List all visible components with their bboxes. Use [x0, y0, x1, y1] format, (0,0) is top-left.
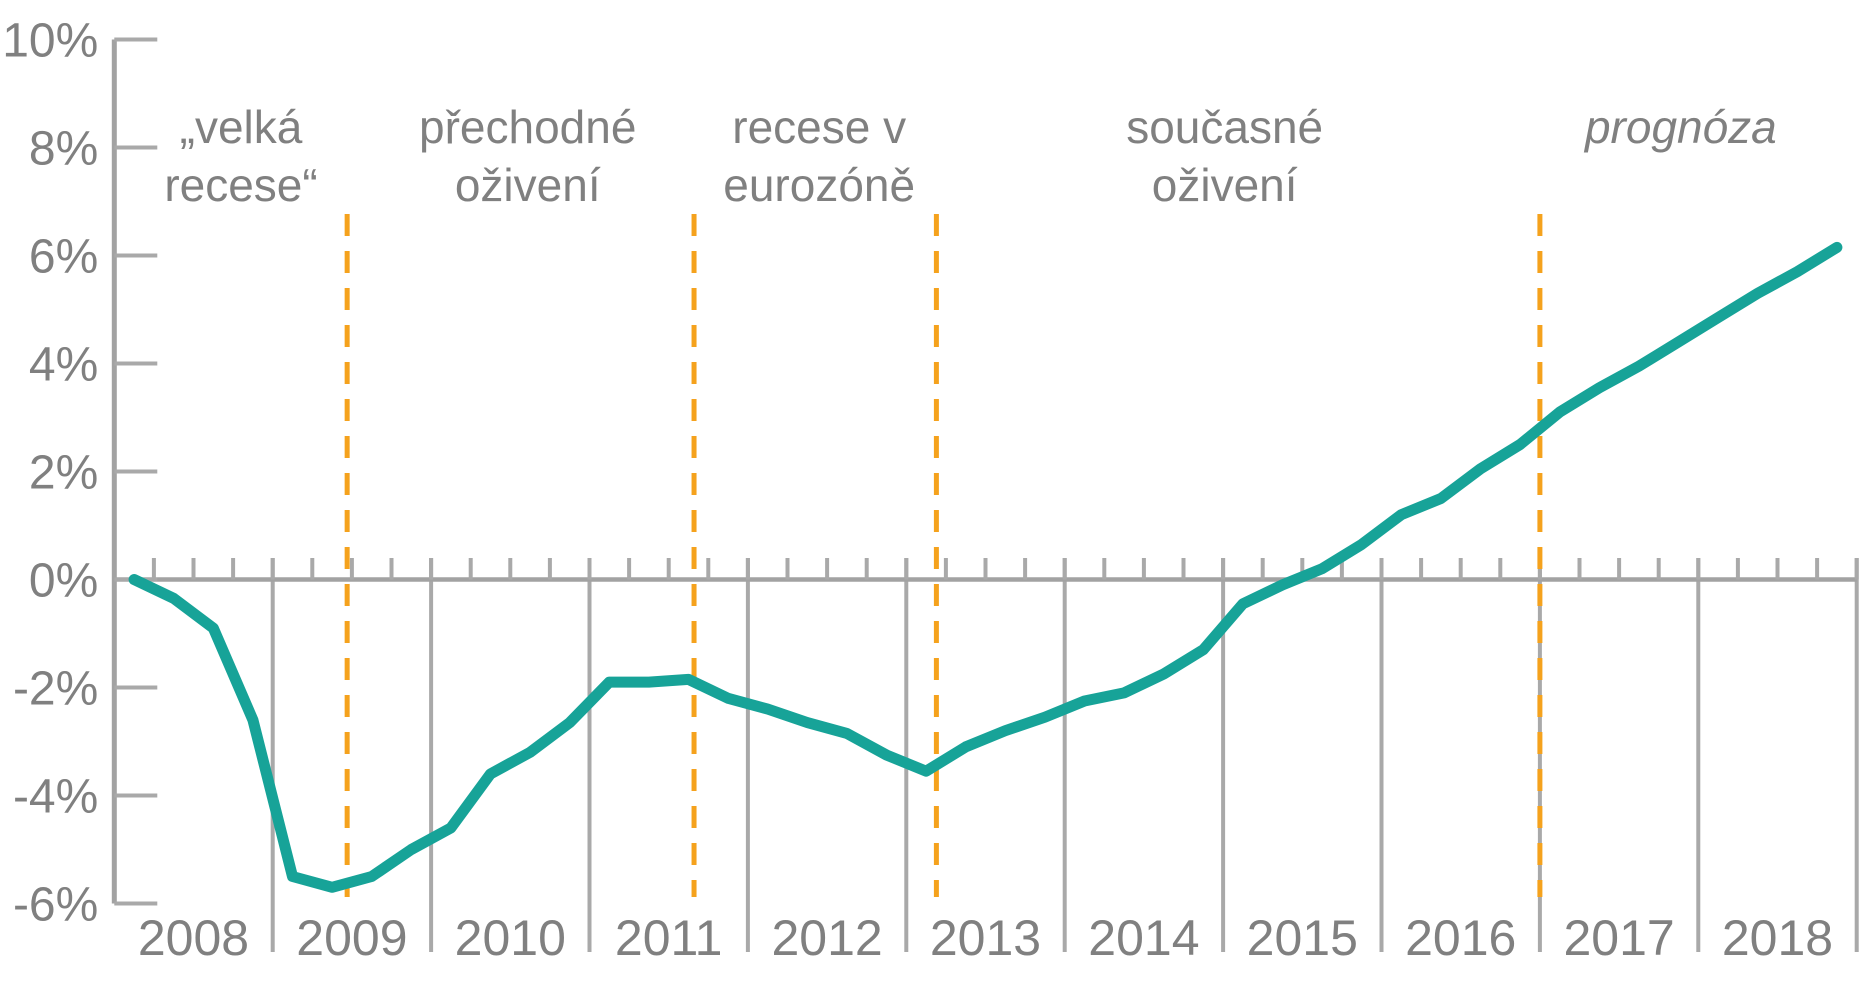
y-axis-label: -2% [13, 663, 98, 716]
gdp-line [128, 241, 1843, 893]
x-axis-label: 2015 [1247, 910, 1358, 966]
phase-annotation: recese v [732, 101, 906, 153]
phase-annotation: recese“ [164, 159, 317, 211]
y-axis-label: -6% [13, 879, 98, 932]
phase-annotation: „velká [180, 101, 303, 153]
y-axis-label: 0% [29, 555, 98, 608]
y-axis-label: 2% [29, 447, 98, 500]
phase-annotation: současné [1126, 101, 1323, 153]
data-line-group [128, 241, 1843, 893]
x-axis-label: 2012 [771, 910, 882, 966]
y-axis-labels-group: 10% 8% 6% 4% 2% 0% -2% -4% -6% [2, 15, 98, 932]
x-axis-labels-group: 2008 2009 2010 2011 2012 2013 2014 2015 2016 2017… [138, 910, 1833, 966]
x-axis-label: 2009 [296, 910, 407, 966]
x-axis-label: 2011 [615, 910, 723, 966]
axes-group [111, 39, 1857, 904]
phase-divider-group [344, 214, 1543, 897]
x-axis-label: 2014 [1088, 910, 1199, 966]
x-axis-label: 2013 [930, 910, 1041, 966]
y-axis-label: 4% [29, 339, 98, 392]
phase-annotation: oživení [455, 159, 601, 211]
x-axis-label: 2018 [1722, 910, 1833, 966]
y-axis-label: -4% [13, 771, 98, 824]
y-axis-label: 10% [2, 15, 98, 68]
phase-annotation: eurozóně [723, 159, 915, 211]
annotations-group: „velká recese“ přechodné oživení recese v eur… [164, 101, 1776, 211]
y-axis-label: 6% [29, 231, 98, 284]
y-axis-label: 8% [29, 123, 98, 176]
x-axis-label: 2008 [138, 910, 249, 966]
x-axis-label: 2010 [455, 910, 566, 966]
phase-annotation: přechodné [419, 101, 636, 153]
x-axis-label: 2017 [1563, 910, 1674, 966]
year-gridlines-group [270, 558, 1859, 952]
ticks-group [114, 37, 1859, 906]
x-axis-label: 2016 [1405, 910, 1516, 966]
phase-annotation: oživení [1152, 159, 1298, 211]
forecast-annotation: prognóza [1583, 101, 1777, 153]
